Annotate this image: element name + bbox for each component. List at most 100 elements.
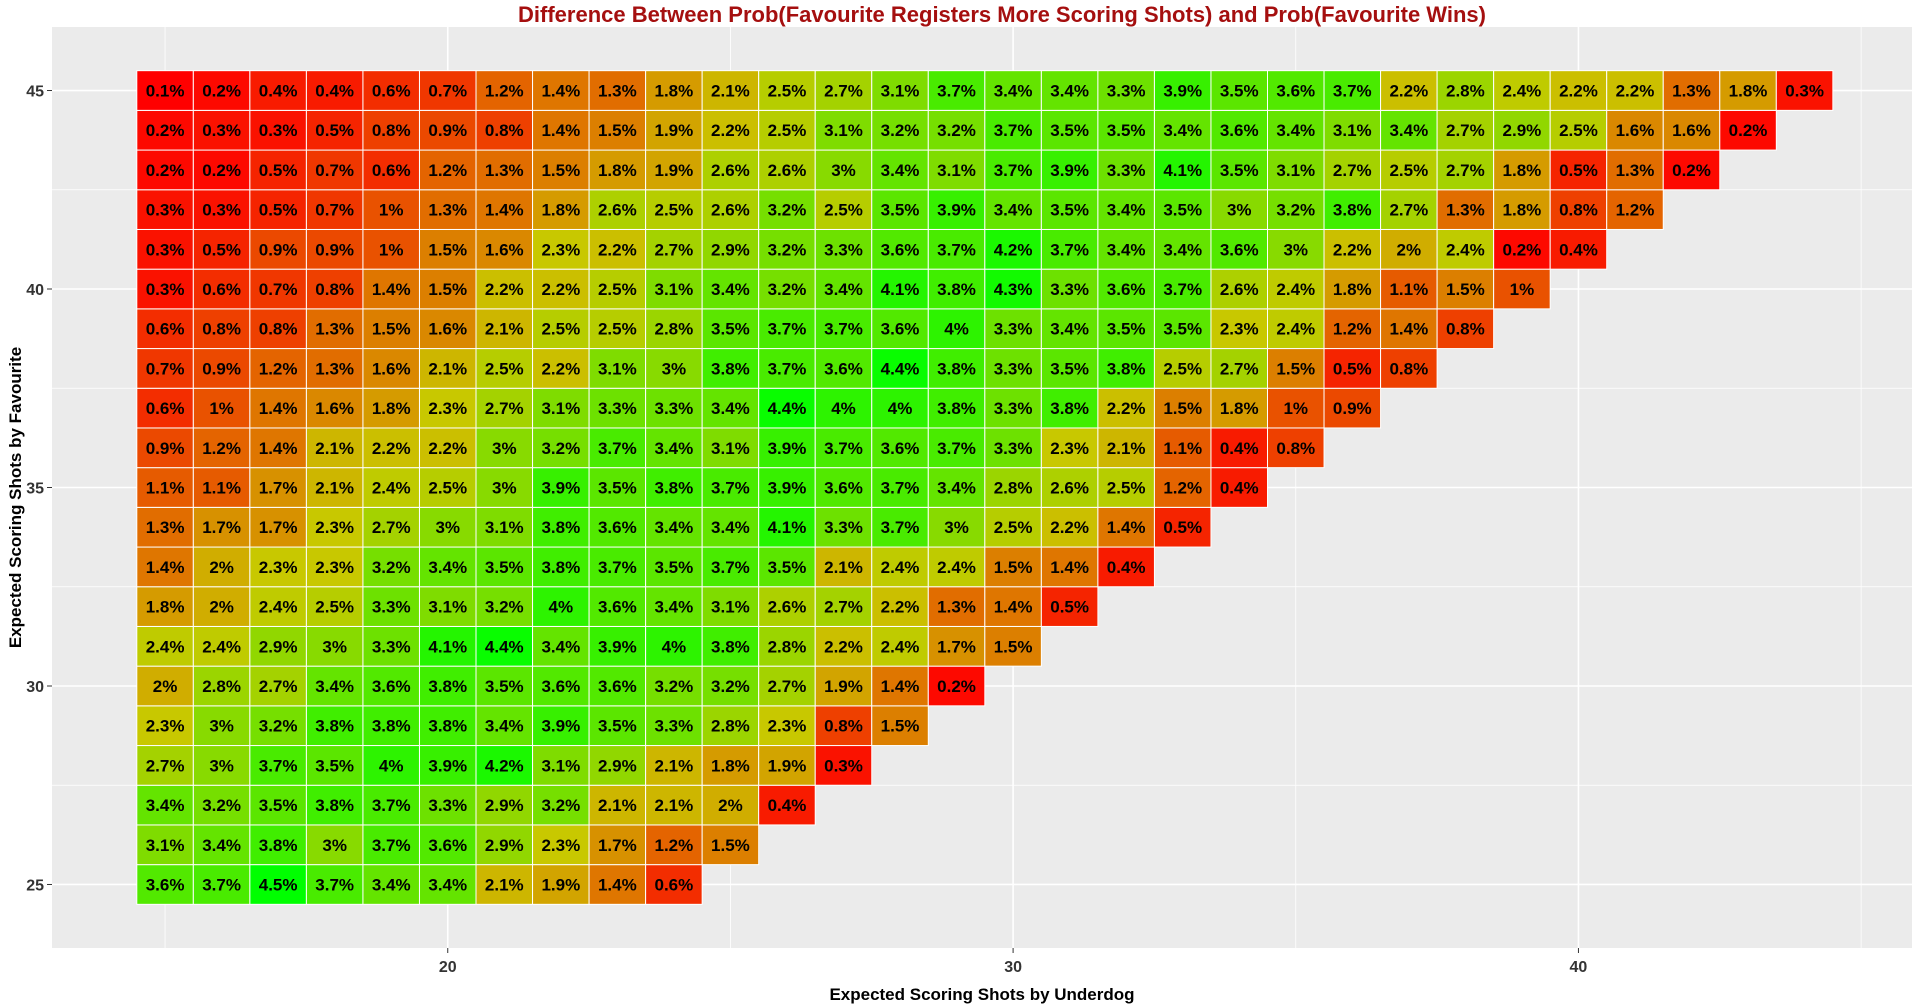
cell-value-label: 1.9% bbox=[824, 677, 863, 696]
cell-value-label: 2.8% bbox=[202, 677, 241, 696]
heatmap-cell bbox=[814, 586, 873, 627]
cell-value-label: 3.7% bbox=[372, 836, 411, 855]
cell-value-label: 2.3% bbox=[428, 399, 467, 418]
cell-value-label: 2.3% bbox=[768, 717, 807, 736]
cell-value-label: 4.4% bbox=[485, 637, 524, 656]
cell-value-label: 1.7% bbox=[202, 518, 241, 537]
cell-value-label: 3.2% bbox=[768, 240, 807, 259]
cell-value-label: 0.9% bbox=[259, 240, 298, 259]
cell-value-label: 2.4% bbox=[259, 598, 298, 617]
cell-value-label: 3.8% bbox=[259, 836, 298, 855]
cell-value-label: 0.6% bbox=[146, 320, 185, 339]
heatmap-cell bbox=[305, 665, 364, 707]
heatmap-cell bbox=[1097, 387, 1155, 429]
cell-value-label: 1.2% bbox=[202, 439, 241, 458]
heatmap-cell bbox=[1436, 268, 1495, 310]
heatmap-cell bbox=[1210, 387, 1269, 429]
cell-value-label: 3.2% bbox=[937, 121, 976, 140]
cell-value-label: 2.7% bbox=[824, 598, 863, 617]
heatmap-cell bbox=[871, 705, 929, 747]
cell-value-label: 0.8% bbox=[485, 121, 524, 140]
cell-value-label: 3.7% bbox=[768, 359, 807, 378]
heatmap-cell bbox=[701, 268, 760, 310]
cell-value-label: 3.3% bbox=[1107, 82, 1146, 101]
cell-value-label: 3.4% bbox=[372, 875, 411, 894]
heatmap-cell bbox=[701, 625, 760, 667]
heatmap-cell bbox=[192, 625, 251, 667]
heatmap-cell bbox=[1097, 189, 1155, 230]
heatmap-cell bbox=[418, 427, 477, 469]
cell-value-label: 3.7% bbox=[598, 439, 637, 458]
cell-value-label: 3.4% bbox=[1050, 82, 1089, 101]
heatmap-cell bbox=[701, 70, 760, 111]
heatmap-cell bbox=[1606, 70, 1664, 111]
heatmap-cell bbox=[418, 348, 477, 389]
cell-value-label: 3.5% bbox=[711, 320, 750, 339]
heatmap-cell bbox=[588, 705, 647, 747]
heatmap-cell bbox=[645, 506, 703, 548]
cell-value-label: 1.4% bbox=[146, 558, 185, 577]
cell-value-label: 3.6% bbox=[824, 479, 863, 498]
heatmap-cell bbox=[1040, 467, 1099, 508]
heatmap-cell bbox=[701, 348, 760, 389]
axis-ticks: 20 30 40 25 30 35 40 45 bbox=[26, 84, 1587, 976]
cell-value-label: 3.2% bbox=[541, 796, 580, 815]
cell-value-label: 3.8% bbox=[541, 518, 580, 537]
heatmap-cell bbox=[1380, 149, 1438, 191]
cell-value-label: 4.1% bbox=[428, 637, 467, 656]
heatmap-cell bbox=[532, 427, 590, 469]
heatmap-cell bbox=[1493, 189, 1551, 230]
cell-value-label: 3.7% bbox=[598, 558, 637, 577]
cell-value-label: 3.6% bbox=[598, 518, 637, 537]
cell-value-label: 3% bbox=[944, 518, 969, 537]
cell-value-label: 3.4% bbox=[655, 439, 694, 458]
cell-value-label: 1.1% bbox=[146, 479, 185, 498]
cell-value-label: 2% bbox=[209, 558, 234, 577]
cell-value-label: 1.4% bbox=[259, 439, 298, 458]
cell-value-label: 3.5% bbox=[598, 717, 637, 736]
cell-value-label: 1.4% bbox=[598, 875, 637, 894]
cell-value-label: 3.6% bbox=[598, 677, 637, 696]
cell-value-label: 3.1% bbox=[146, 836, 185, 855]
cell-value-label: 3.4% bbox=[1050, 320, 1089, 339]
cell-value-label: 1.8% bbox=[1333, 280, 1372, 299]
heatmap-cell bbox=[1040, 268, 1099, 310]
heatmap-cell bbox=[1040, 109, 1099, 151]
cell-value-label: 3.4% bbox=[428, 558, 467, 577]
heatmap-cell bbox=[192, 308, 251, 350]
heatmap-cell bbox=[136, 228, 194, 270]
cell-value-label: 3.7% bbox=[994, 161, 1033, 180]
heatmap-cell bbox=[588, 824, 647, 866]
heatmap-cell bbox=[249, 109, 307, 151]
heatmap-cell bbox=[588, 467, 647, 508]
cell-value-label: 0.4% bbox=[1107, 558, 1146, 577]
cell-value-label: 4.1% bbox=[881, 280, 920, 299]
cell-value-label: 3% bbox=[435, 518, 460, 537]
cell-value-label: 2.4% bbox=[1276, 320, 1315, 339]
cell-value-label: 0.6% bbox=[146, 399, 185, 418]
cell-value-label: 1.4% bbox=[541, 82, 580, 101]
cell-value-label: 2.8% bbox=[994, 479, 1033, 498]
cell-value-label: 3.7% bbox=[824, 439, 863, 458]
cell-value-label: 4.3% bbox=[994, 280, 1033, 299]
cell-value-label: 2.3% bbox=[315, 518, 354, 537]
cell-value-label: 2.2% bbox=[1050, 518, 1089, 537]
heatmap-cell bbox=[758, 70, 816, 111]
heatmap-cell bbox=[1549, 70, 1608, 111]
cell-value-label: 3.6% bbox=[1276, 82, 1315, 101]
cell-value-label: 3.2% bbox=[655, 677, 694, 696]
heatmap-cell bbox=[418, 546, 477, 588]
cell-value-label: 3% bbox=[209, 756, 234, 775]
cell-value-label: 1.4% bbox=[994, 598, 1033, 617]
cell-value-label: 3.1% bbox=[1333, 121, 1372, 140]
cell-value-label: 3.6% bbox=[146, 875, 185, 894]
cell-value-label: 0.2% bbox=[937, 677, 976, 696]
cell-value-label: 3.9% bbox=[1163, 82, 1202, 101]
cell-value-label: 0.3% bbox=[259, 121, 298, 140]
cell-value-label: 3.5% bbox=[1050, 121, 1089, 140]
heatmap-cell bbox=[475, 189, 534, 230]
cell-value-label: 2.4% bbox=[1503, 82, 1542, 101]
cell-value-label: 2.9% bbox=[485, 796, 524, 815]
cell-value-label: 2.2% bbox=[372, 439, 411, 458]
cell-value-label: 3.4% bbox=[655, 598, 694, 617]
